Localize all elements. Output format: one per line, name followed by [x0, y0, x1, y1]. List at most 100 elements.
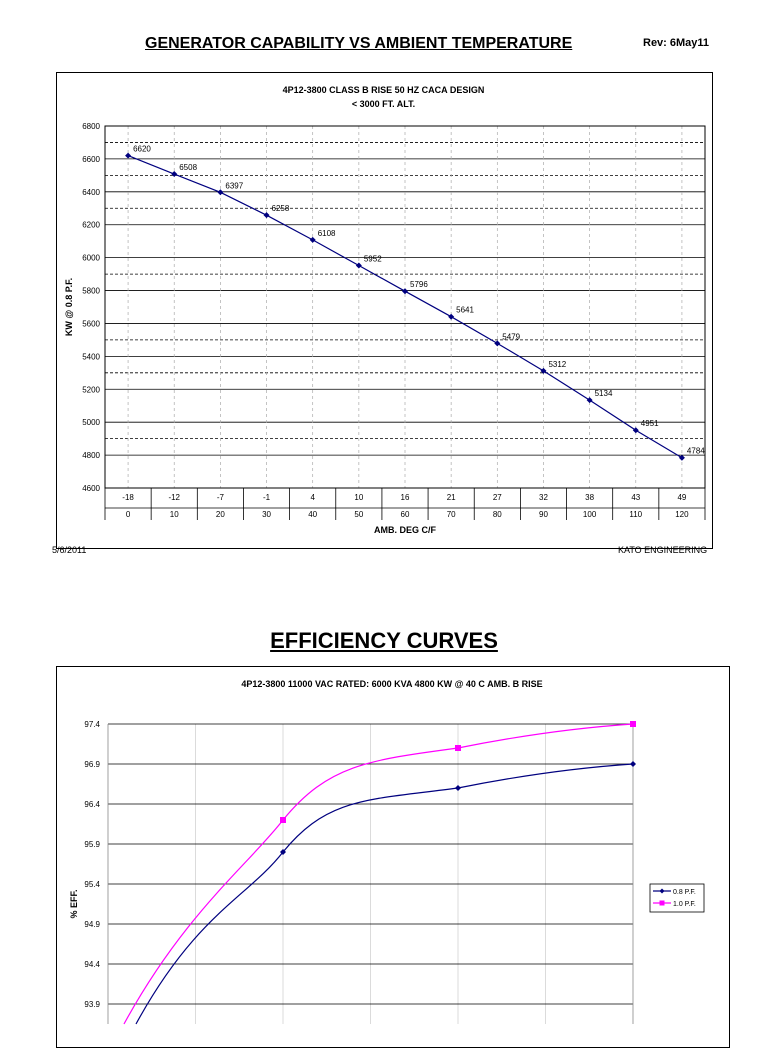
x-tick-label-celsius: 21 [447, 493, 456, 502]
efficiency-chart-frame [56, 666, 730, 1048]
x-tick-label-celsius: -7 [217, 493, 225, 502]
x-tick-label-fahrenheit: 110 [629, 510, 642, 519]
x-tick-label-fahrenheit: 120 [675, 510, 689, 519]
x-tick-label-fahrenheit: 40 [308, 510, 317, 519]
capability-data-point [263, 212, 270, 219]
capability-data-label: 5952 [364, 255, 382, 264]
y-tick-label: 93.9 [84, 1000, 100, 1009]
y-axis-label: KW @ 0.8 P.F. [64, 278, 74, 336]
x-tick-label-fahrenheit: 60 [401, 510, 410, 519]
efficiency-series-line [123, 723, 634, 1025]
y-tick-label: 5600 [82, 319, 100, 328]
efficiency-chart: 97.4 96.9 96.4 95.9 95.4 94.9 94.4 93.9 % EFF. 0.… [69, 720, 705, 1025]
legend-box [649, 883, 705, 913]
x-tick-label-celsius: -1 [263, 493, 271, 502]
x-tick-label-fahrenheit: 50 [354, 510, 363, 519]
y-tick-label: 97.4 [84, 720, 100, 729]
y-tick-label: 5800 [82, 287, 100, 296]
efficiency-data-point [630, 761, 636, 767]
y-tick-label: 6800 [82, 122, 100, 131]
legend-marker [659, 888, 665, 894]
x-tick-label-celsius: -18 [122, 493, 134, 502]
capability-data-label: 5134 [595, 389, 613, 398]
capability-chart-frame [56, 72, 713, 549]
y-tick-label: 5200 [82, 385, 100, 394]
y-tick-label: 4800 [82, 451, 100, 460]
x-tick-label-celsius: 32 [539, 493, 548, 502]
x-tick-label-fahrenheit: 70 [447, 510, 456, 519]
capability-data-label: 6397 [225, 181, 243, 190]
capability-data-point [632, 427, 639, 434]
efficiency-series-line [135, 763, 634, 1025]
efficiency-data-point [280, 849, 286, 855]
capability-data-label: 5796 [410, 280, 428, 289]
plot-area [104, 125, 706, 489]
y-tick-label: 6200 [82, 221, 100, 230]
capability-data-point [309, 236, 316, 243]
x-tick-label-fahrenheit: 80 [493, 510, 502, 519]
x-tick-label-celsius: 4 [310, 493, 315, 502]
capability-data-label: 4951 [641, 419, 659, 428]
y-tick-label: 5000 [82, 418, 100, 427]
capability-data-label: 6620 [133, 145, 151, 154]
capability-data-label: 6508 [179, 163, 197, 172]
capability-data-point [355, 262, 362, 269]
capability-data-point [540, 367, 547, 374]
x-tick-label-celsius: 43 [631, 493, 640, 502]
y-tick-label: 96.4 [84, 800, 100, 809]
capability-data-point [448, 313, 455, 320]
x-tick-label-celsius: 27 [493, 493, 502, 502]
x-tick-label-fahrenheit: 20 [216, 510, 225, 519]
x-tick-label-fahrenheit: 100 [583, 510, 597, 519]
efficiency-data-point [455, 745, 461, 751]
efficiency-data-point [630, 721, 636, 727]
x-tick-label-celsius: 16 [401, 493, 410, 502]
capability-data-point [171, 171, 178, 178]
y-tick-label: 95.4 [84, 880, 100, 889]
x-axis-label: AMB. DEG C/F [374, 525, 437, 535]
capability-data-point [402, 288, 408, 295]
y-tick-label: 4600 [82, 484, 100, 493]
capability-data-label: 5641 [456, 306, 474, 315]
efficiency-section-title: EFFICIENCY CURVES [270, 628, 498, 653]
capability-data-label: 6258 [272, 204, 290, 213]
capability-data-label: 4784 [687, 447, 705, 456]
capability-data-label: 5312 [548, 360, 566, 369]
capability-data-label: 5479 [502, 332, 520, 341]
efficiency-data-point [280, 817, 286, 823]
legend-label: 0.8 P.F. [673, 889, 696, 896]
y-tick-label: 6400 [82, 188, 100, 197]
x-tick-label-celsius: 10 [354, 493, 363, 502]
x-tick-label-celsius: 49 [677, 493, 686, 502]
y-tick-label: 6000 [82, 254, 100, 263]
x-tick-label-fahrenheit: 30 [262, 510, 271, 519]
capability-data-point [678, 454, 685, 461]
y-tick-label: 95.9 [84, 840, 100, 849]
page-title: GENERATOR CAPABILITY VS AMBIENT TEMPERAT… [145, 35, 573, 52]
x-tick-label-celsius: 38 [585, 493, 594, 502]
capability-chart: 4600 4800 5000 5200 5400 5600 5800 6000 6200 6400… [64, 122, 706, 535]
capability-data-point [125, 152, 132, 159]
capability-chart-subtitle: < 3000 FT. ALT. [351, 99, 416, 109]
footer-company: KATO ENGINEERING [618, 545, 708, 555]
x-tick-label-fahrenheit: 90 [539, 510, 548, 519]
y-tick-label: 6600 [82, 155, 100, 164]
x-tick-label-celsius: -12 [168, 493, 180, 502]
efficiency-chart-title: 4P12-3800 11000 VAC RATED: 6000 KVA 4800… [241, 679, 543, 689]
capability-data-label: 6108 [318, 229, 336, 238]
y-tick-label: 94.4 [84, 960, 100, 969]
capability-data-point [586, 397, 593, 404]
capability-data-point [217, 189, 224, 196]
y-tick-label: 96.9 [84, 760, 100, 769]
y-axis-label: % EFF. [69, 889, 79, 918]
footer-date: 5/6/2011 [52, 545, 87, 555]
capability-data-point [494, 340, 501, 347]
legend-label: 1.0 P.F. [673, 901, 696, 908]
legend-marker [659, 900, 665, 906]
capability-chart-title: 4P12-3800 CLASS B RISE 50 HZ CACA DESIGN [282, 85, 485, 95]
x-tick-label-fahrenheit: 10 [170, 510, 179, 519]
efficiency-data-point [455, 785, 461, 791]
y-tick-label: 5400 [82, 352, 100, 361]
y-tick-label: 94.9 [84, 920, 100, 929]
revision-label: Rev: 6May11 [643, 37, 710, 49]
